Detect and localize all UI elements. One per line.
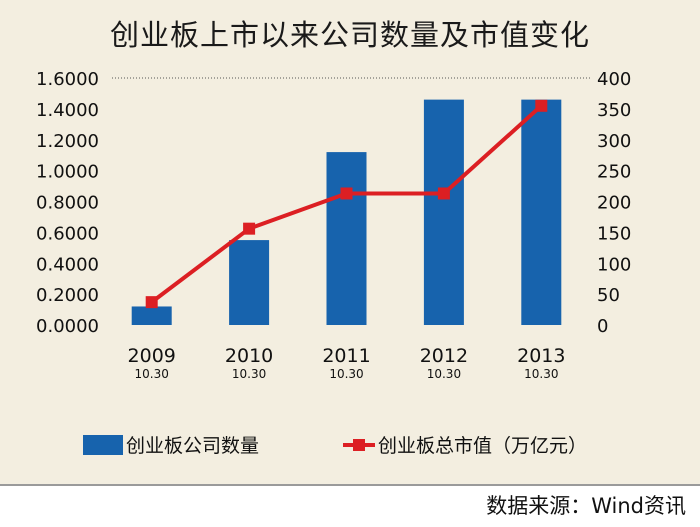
left-axis-ticks: 0.0000 0.2000 0.4000 0.6000 0.8000 1.0000 1.20… — [36, 69, 99, 337]
line-marker — [535, 99, 548, 112]
right-tick-label: 50 — [597, 285, 620, 306]
bars-layer — [131, 99, 562, 325]
line-marker — [145, 296, 158, 309]
x-tick-label: 2010 — [225, 345, 273, 367]
line-layer — [145, 99, 548, 309]
legend-label-line: 创业板总市值（万亿元） — [378, 435, 587, 457]
bar — [229, 240, 270, 325]
left-tick-label: 0.6000 — [36, 223, 99, 244]
left-tick-label: 0.4000 — [36, 254, 99, 275]
legend-swatch-marker — [353, 439, 365, 451]
x-axis-ticks: 200910.30201010.30201110.30201210.302013… — [128, 345, 566, 381]
right-tick-label: 400 — [597, 69, 631, 90]
left-tick-label: 1.4000 — [36, 100, 99, 121]
x-tick-sublabel: 10.30 — [135, 367, 169, 381]
chart-title: 创业板上市以来公司数量及市值变化 — [109, 18, 590, 52]
legend-label-bar: 创业板公司数量 — [126, 435, 259, 457]
line-marker — [340, 187, 353, 200]
left-tick-label: 1.2000 — [36, 131, 99, 152]
chart-svg: 0.0000 0.2000 0.4000 0.6000 0.8000 1.0000 1.20… — [36, 69, 631, 457]
left-tick-label: 1.0000 — [36, 162, 99, 183]
right-tick-label: 350 — [597, 100, 631, 121]
line-marker — [243, 222, 256, 235]
right-tick-label: 250 — [597, 162, 631, 183]
right-tick-label: 150 — [597, 223, 631, 244]
x-tick-sublabel: 10.30 — [524, 367, 558, 381]
left-tick-label: 0.0000 — [36, 316, 99, 337]
footer-divider — [0, 484, 700, 486]
right-tick-label: 300 — [597, 131, 631, 152]
x-tick-sublabel: 10.30 — [232, 367, 266, 381]
bar — [326, 152, 367, 325]
left-tick-label: 0.8000 — [36, 193, 99, 214]
left-tick-label: 0.2000 — [36, 285, 99, 306]
right-tick-label: 200 — [597, 193, 631, 214]
right-tick-label: 0 — [597, 316, 608, 337]
legend: 创业板公司数量 创业板总市值（万亿元） — [83, 435, 587, 457]
x-tick-sublabel: 10.30 — [427, 367, 461, 381]
x-tick-label: 2009 — [128, 345, 176, 367]
x-tick-sublabel: 10.30 — [329, 367, 363, 381]
line-marker — [437, 187, 450, 200]
legend-swatch-bar — [83, 435, 123, 455]
x-tick-label: 2013 — [517, 345, 565, 367]
x-tick-label: 2011 — [322, 345, 370, 367]
right-axis-ticks: 0 50 100 150 200 250 300 350 400 — [597, 69, 631, 337]
bar — [131, 306, 172, 325]
source-note: 数据来源：Wind资讯 — [486, 494, 686, 518]
x-tick-label: 2012 — [420, 345, 468, 367]
bar — [423, 99, 464, 325]
left-tick-label: 1.6000 — [36, 69, 99, 90]
bar — [521, 99, 562, 325]
right-tick-label: 100 — [597, 254, 631, 275]
